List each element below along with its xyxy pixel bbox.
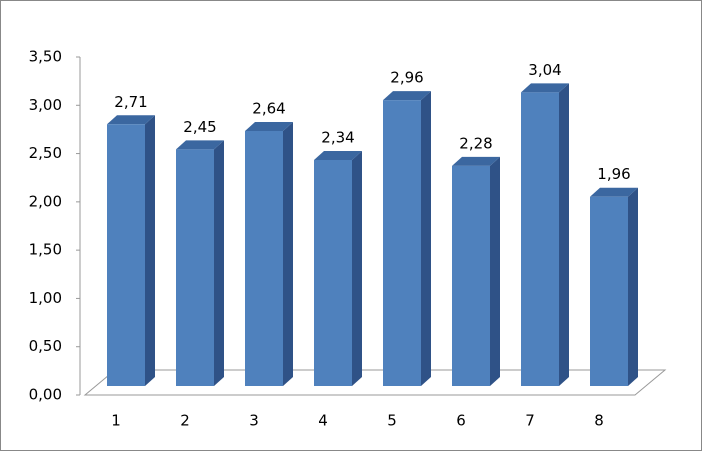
- bar-side: [214, 140, 224, 386]
- bar: [107, 115, 155, 386]
- bar-side: [628, 187, 638, 386]
- bar-top: [107, 115, 155, 125]
- bar-top: [590, 187, 638, 197]
- value-label: 2,45: [183, 118, 216, 136]
- bar-top: [521, 83, 569, 93]
- x-tick-label: 3: [249, 412, 259, 430]
- bar: [314, 151, 362, 386]
- bar-side: [421, 91, 431, 387]
- y-tick-label: 0,50: [29, 337, 62, 355]
- bar-top: [383, 91, 431, 101]
- value-label: 2,34: [321, 129, 354, 147]
- bar-front: [383, 100, 421, 387]
- y-tick-label: 1,00: [29, 289, 62, 307]
- bar-front: [452, 165, 490, 386]
- bar-side: [352, 151, 362, 386]
- x-tick-label: 5: [387, 412, 397, 430]
- bar: [176, 140, 224, 386]
- bar: [590, 187, 638, 386]
- value-label: 2,96: [390, 69, 423, 87]
- bar-side: [283, 122, 293, 387]
- bar-front: [107, 124, 145, 386]
- y-tick-label: 3,50: [29, 48, 62, 66]
- bar-top: [452, 156, 500, 166]
- x-tick-label: 8: [594, 412, 604, 430]
- y-tick-label: 2,00: [29, 192, 62, 210]
- value-label: 2,64: [252, 100, 285, 118]
- bar: [245, 122, 293, 387]
- bar-top: [245, 122, 293, 132]
- value-label: 1,96: [597, 165, 630, 183]
- bar-front: [176, 149, 214, 386]
- bar: [521, 83, 569, 387]
- bar-front: [245, 131, 283, 386]
- bar: [383, 91, 431, 387]
- value-label: 2,71: [114, 93, 147, 111]
- floor: [83, 369, 667, 396]
- y-tick-label: 2,50: [29, 144, 62, 162]
- bar-side: [145, 115, 155, 386]
- value-label: 3,04: [528, 61, 561, 79]
- bar-front: [590, 196, 628, 386]
- bar-front: [521, 92, 559, 387]
- bar-top: [176, 140, 224, 150]
- bar-top: [314, 151, 362, 161]
- bar-side: [559, 83, 569, 387]
- bar-front: [314, 160, 352, 386]
- x-tick-label: 1: [111, 412, 121, 430]
- y-tick-label: 3,00: [29, 96, 62, 114]
- x-tick-label: 7: [525, 412, 535, 430]
- y-tick-label: 0,00: [29, 386, 62, 404]
- x-tick-label: 6: [456, 412, 466, 430]
- bar: [452, 156, 500, 386]
- bar-side: [490, 156, 500, 386]
- x-tick-label: 2: [180, 412, 190, 430]
- value-label: 2,28: [459, 134, 492, 152]
- x-tick-label: 4: [318, 412, 328, 430]
- y-tick-label: 1,50: [29, 241, 62, 259]
